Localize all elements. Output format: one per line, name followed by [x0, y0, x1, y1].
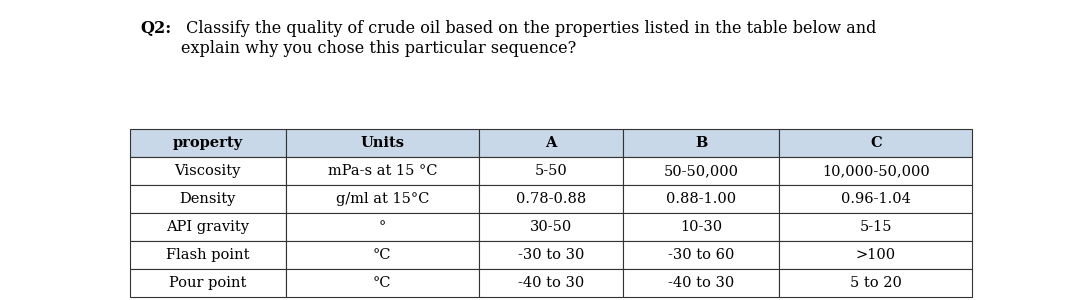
FancyBboxPatch shape — [780, 213, 972, 241]
Text: Classify the quality of crude oil based on the properties listed in the table be: Classify the quality of crude oil based … — [181, 20, 877, 57]
FancyBboxPatch shape — [478, 157, 623, 185]
FancyBboxPatch shape — [130, 129, 286, 157]
Text: Flash point: Flash point — [166, 248, 249, 262]
FancyBboxPatch shape — [478, 213, 623, 241]
FancyBboxPatch shape — [286, 185, 478, 213]
Text: 5-50: 5-50 — [535, 164, 567, 178]
Text: Q2:: Q2: — [140, 20, 172, 37]
Text: mPa-s at 15 °C: mPa-s at 15 °C — [327, 164, 437, 178]
Text: 5 to 20: 5 to 20 — [850, 276, 902, 290]
Text: °C: °C — [373, 276, 392, 290]
Text: API gravity: API gravity — [166, 220, 249, 234]
FancyBboxPatch shape — [780, 269, 972, 297]
FancyBboxPatch shape — [623, 269, 780, 297]
FancyBboxPatch shape — [478, 129, 623, 157]
FancyBboxPatch shape — [478, 269, 623, 297]
Text: °C: °C — [373, 248, 392, 262]
FancyBboxPatch shape — [780, 157, 972, 185]
Text: 50-50,000: 50-50,000 — [664, 164, 739, 178]
Text: -40 to 30: -40 to 30 — [669, 276, 734, 290]
Text: -30 to 60: -30 to 60 — [669, 248, 734, 262]
Text: 10-30: 10-30 — [680, 220, 723, 234]
Text: Pour point: Pour point — [170, 276, 246, 290]
FancyBboxPatch shape — [286, 213, 478, 241]
FancyBboxPatch shape — [130, 269, 286, 297]
FancyBboxPatch shape — [623, 185, 780, 213]
FancyBboxPatch shape — [130, 241, 286, 269]
FancyBboxPatch shape — [130, 185, 286, 213]
FancyBboxPatch shape — [623, 213, 780, 241]
Text: property: property — [173, 136, 243, 150]
Text: A: A — [545, 136, 556, 150]
Text: 0.88-1.00: 0.88-1.00 — [666, 192, 737, 206]
FancyBboxPatch shape — [623, 129, 780, 157]
FancyBboxPatch shape — [286, 129, 478, 157]
FancyBboxPatch shape — [286, 241, 478, 269]
FancyBboxPatch shape — [130, 213, 286, 241]
Text: 10,000-50,000: 10,000-50,000 — [822, 164, 930, 178]
FancyBboxPatch shape — [780, 241, 972, 269]
FancyBboxPatch shape — [780, 129, 972, 157]
FancyBboxPatch shape — [780, 185, 972, 213]
FancyBboxPatch shape — [130, 157, 286, 185]
Text: g/ml at 15°C: g/ml at 15°C — [336, 192, 429, 206]
Text: B: B — [696, 136, 707, 150]
FancyBboxPatch shape — [286, 269, 478, 297]
Text: °: ° — [379, 220, 386, 234]
FancyBboxPatch shape — [478, 241, 623, 269]
Text: Density: Density — [179, 192, 237, 206]
Text: 0.96-1.04: 0.96-1.04 — [841, 192, 910, 206]
Text: >100: >100 — [855, 248, 895, 262]
Text: C: C — [869, 136, 881, 150]
Text: 30-50: 30-50 — [529, 220, 572, 234]
Text: Units: Units — [361, 136, 404, 150]
Text: -30 to 30: -30 to 30 — [517, 248, 584, 262]
FancyBboxPatch shape — [286, 157, 478, 185]
Text: 5-15: 5-15 — [860, 220, 892, 234]
Text: 0.78-0.88: 0.78-0.88 — [515, 192, 586, 206]
Text: Viscosity: Viscosity — [175, 164, 241, 178]
Text: -40 to 30: -40 to 30 — [517, 276, 584, 290]
FancyBboxPatch shape — [623, 157, 780, 185]
FancyBboxPatch shape — [478, 185, 623, 213]
FancyBboxPatch shape — [623, 241, 780, 269]
